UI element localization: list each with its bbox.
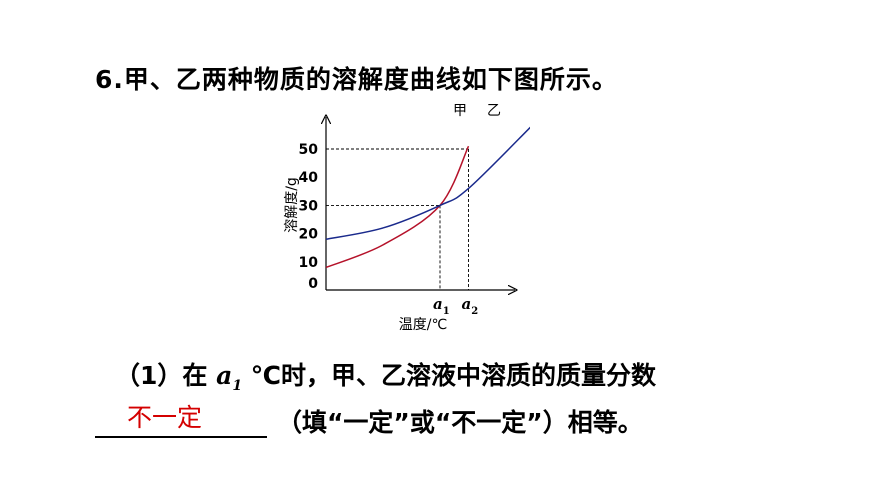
solubility-chart: 0 10 20 30 40 50 甲 乙 a1 a2 溶解度/g 温度/℃ <box>284 103 530 333</box>
y-tick-label: 30 <box>299 198 319 214</box>
question-text: 甲、乙两种物质的溶解度曲线如下图所示。 <box>123 65 618 94</box>
x-marker-label: a1 <box>433 295 450 317</box>
series-line-jia <box>325 145 470 269</box>
y-tick-label: 20 <box>299 227 319 243</box>
series-line-yi <box>325 126 530 240</box>
question-number: 6. <box>95 65 124 94</box>
x-axis-label: 温度/℃ <box>399 317 447 333</box>
filled-answer: 不一定 <box>127 403 203 432</box>
y-tick-label: 50 <box>299 142 319 158</box>
y-tick-label: 10 <box>299 255 319 271</box>
series-label: 乙 <box>487 103 501 119</box>
y-axis-label: 溶解度/g <box>284 177 300 233</box>
answer-blank <box>95 436 267 438</box>
series-label: 甲 <box>453 103 467 119</box>
question-title: 6.甲、乙两种物质的溶解度曲线如下图所示。 <box>95 60 618 96</box>
sub-question-tail: （填“一定”或“不一定”）相等。 <box>277 408 643 437</box>
y-tick-label: 40 <box>299 170 319 186</box>
temperature-variable: a1 <box>216 361 243 394</box>
y-tick-label: 0 <box>308 276 318 292</box>
sub-suffix: ℃时，甲、乙溶液中溶质的质量分数 <box>242 361 657 390</box>
sub-prefix: （1）在 <box>115 361 217 390</box>
x-marker-label: a2 <box>462 295 479 317</box>
sub-question-1: （1）在 a1 ℃时，甲、乙溶液中溶质的质量分数 <box>115 356 656 394</box>
